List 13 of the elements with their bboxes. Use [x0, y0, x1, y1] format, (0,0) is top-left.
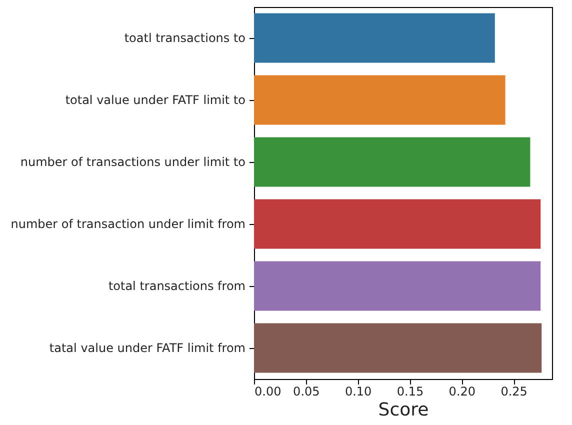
x-tick-label: 0.15 — [396, 384, 424, 398]
x-tick-label: 0.10 — [344, 384, 372, 398]
x-axis-title: Score — [378, 400, 429, 420]
x-tick-label: 0.00 — [254, 384, 282, 398]
x-tick-label: 0.25 — [500, 384, 528, 398]
y-tick-label: toatl transactions to — [124, 31, 246, 45]
y-tick-label: total value under FATF limit to — [65, 93, 246, 107]
y-tick-label: number of transactions under limit to — [20, 155, 246, 169]
y-tick-label: number of transaction under limit from — [10, 217, 246, 231]
y-tick-label: total transactions from — [108, 279, 246, 293]
x-tick-label: 0.05 — [293, 384, 320, 398]
y-tick-label: tatal value under FATF limit from — [49, 341, 246, 355]
x-tick-label: 0.20 — [448, 384, 476, 398]
